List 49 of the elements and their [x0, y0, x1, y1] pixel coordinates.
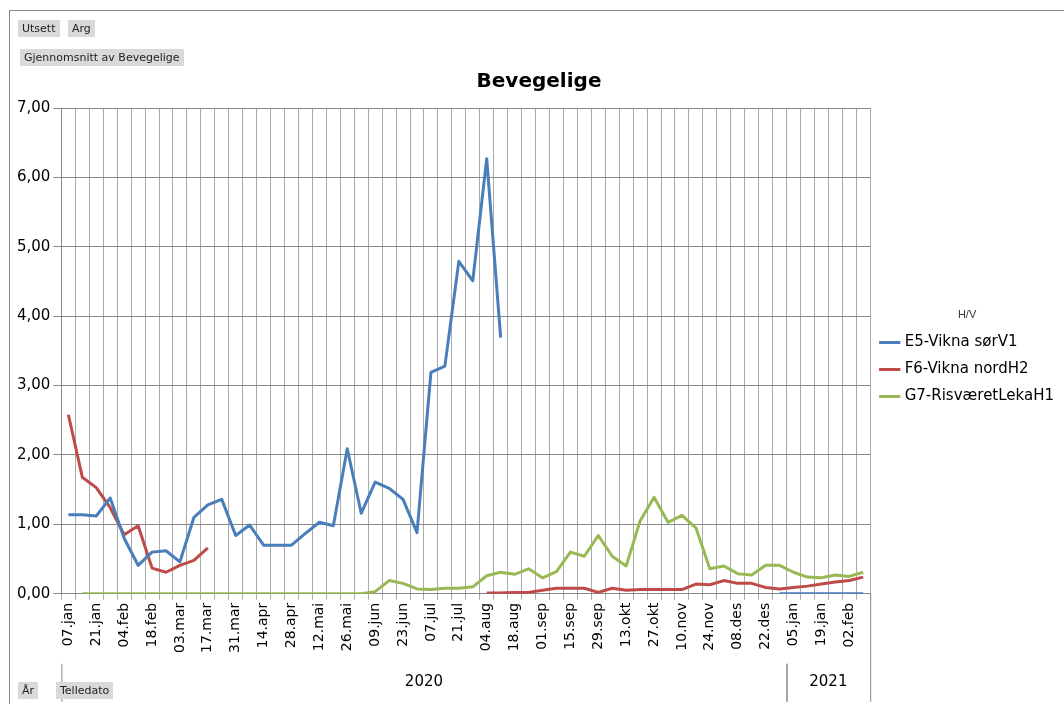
x-tick-label: 01.sep — [533, 602, 550, 650]
y-tick-label: 7,00 — [16, 97, 51, 116]
y-tick-label: 3,00 — [16, 375, 51, 394]
x-tick-label: 27.okt — [644, 602, 661, 648]
x-tick-label: 17.mar — [198, 602, 215, 654]
x-tick-label: 29.sep — [588, 602, 605, 650]
x-tick-label: 04.feb — [114, 602, 131, 648]
x-tick-label: 15.sep — [561, 602, 578, 650]
text: Utsett — [18, 20, 60, 37]
x-tick-label: 14.apr — [254, 602, 271, 649]
y-tick-label: 6,00 — [16, 167, 51, 186]
x-tick-label: 22.des — [756, 602, 773, 650]
x-tick-label: 09.jun — [365, 602, 382, 647]
x-tick-label: 13.okt — [616, 602, 633, 648]
text: 2021 — [809, 671, 848, 690]
x-tick-label: 24.nov — [700, 602, 717, 651]
legend-label: E5-Vikna sørV1 — [904, 332, 1018, 351]
y-tick-label: 4,00 — [16, 306, 51, 325]
text: År — [18, 682, 39, 699]
x-tick-label: 23.jun — [393, 602, 410, 647]
text: Telledato — [56, 682, 114, 699]
x-tick-label: 21.jul — [449, 602, 466, 642]
y-tick-label: 2,00 — [16, 444, 51, 463]
x-tick-label: 07.jul — [421, 602, 438, 642]
x-tick-label: 21.jan — [86, 602, 103, 647]
x-tick-label: 05.jan — [784, 602, 801, 647]
x-tick-label: 08.des — [728, 602, 745, 650]
x-tick-label: 02.feb — [839, 602, 856, 648]
x-tick-label: 28.apr — [282, 602, 299, 649]
x-tick-label: 04.aug — [477, 602, 494, 652]
text: Gjennomsnitt av Bevegelige — [20, 49, 184, 66]
y-tick-label: 5,00 — [16, 236, 51, 255]
legend-title: H/V — [957, 308, 977, 321]
x-tick-label: 03.mar — [170, 602, 187, 654]
y-tick-label: 0,00 — [16, 583, 51, 602]
y-tick-label: 1,00 — [16, 514, 51, 533]
legend-label: F6-Vikna nordH2 — [904, 359, 1029, 378]
chart-title: Bevegelige — [476, 68, 602, 93]
text: Arg — [68, 20, 95, 37]
x-tick-label: 18.aug — [505, 602, 522, 652]
x-tick-label: 10.nov — [672, 602, 689, 651]
x-tick-label: 18.feb — [142, 602, 159, 648]
x-tick-label: 26.mai — [337, 602, 354, 652]
legend-label: G7-RisværetLekaH1 — [904, 386, 1054, 405]
text: 2020 — [404, 671, 444, 690]
x-tick-label: 07.jan — [59, 602, 76, 647]
x-tick-label: 31.mar — [226, 602, 243, 654]
x-tick-label: 19.jan — [812, 602, 829, 647]
x-tick-label: 12.mai — [310, 602, 327, 652]
